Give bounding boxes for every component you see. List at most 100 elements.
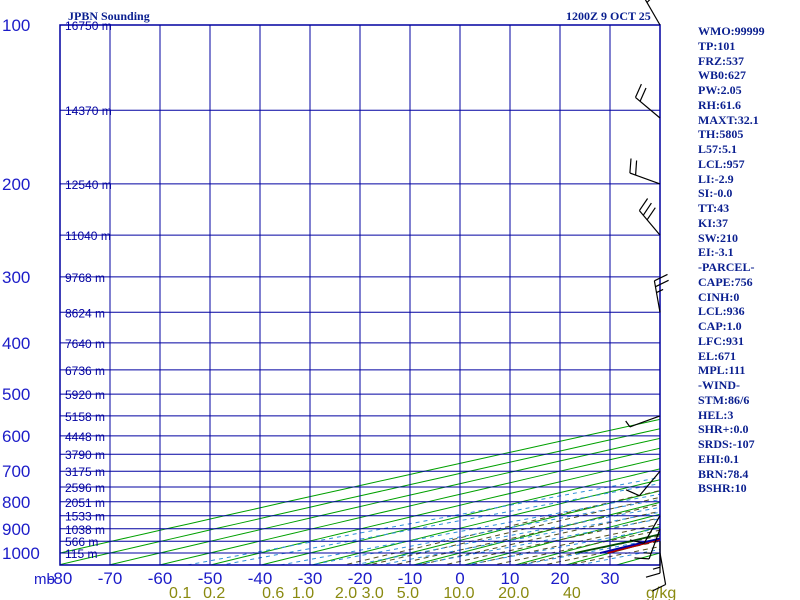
temperature-tick-label: -10 bbox=[398, 569, 423, 588]
sounding-index: SRDS:-107 bbox=[698, 437, 755, 451]
dry-adiabats bbox=[60, 25, 800, 566]
grid bbox=[59, 24, 661, 566]
dry-adiabat bbox=[60, 428, 660, 565]
sounding-index: L57:5.1 bbox=[698, 142, 737, 156]
wind-barb-half-flag bbox=[643, 552, 652, 554]
sounding-index: MAXT:32.1 bbox=[698, 112, 759, 127]
wind-barb-flag bbox=[654, 273, 668, 282]
sounding-indices-panel: WMO:99999 TP:101 FRZ:537 WB0:627 PW:2.05 RH:6… bbox=[698, 24, 765, 496]
height-label: 4448 m bbox=[65, 430, 105, 444]
wind-barb-half-flag bbox=[656, 288, 664, 294]
temperature-tick-label: 30 bbox=[601, 569, 620, 588]
wind-barb-half-flag bbox=[646, 0, 651, 3]
wind-barb-flag bbox=[638, 198, 649, 211]
wind-barb-flag bbox=[634, 83, 642, 98]
sounding-index: KI:37 bbox=[698, 215, 728, 230]
wind-barb bbox=[645, 541, 661, 578]
height-label: 115 m bbox=[65, 547, 97, 561]
wind-barb bbox=[625, 415, 661, 428]
sounding-index: TH:5805 bbox=[698, 127, 744, 142]
wind-barbs bbox=[625, 0, 669, 592]
height-label: 14370 m bbox=[65, 104, 112, 118]
sounding-index: EL:671 bbox=[698, 348, 737, 363]
temperature-tick-label: -20 bbox=[348, 569, 373, 588]
height-label: 1038 m bbox=[65, 523, 105, 537]
sounding-index: SW:210 bbox=[698, 230, 739, 245]
mixing-ratio-label: 3.0 bbox=[362, 585, 384, 600]
dry-adiabat bbox=[764, 25, 800, 566]
sounding-index: BRN:78.4 bbox=[698, 466, 749, 481]
height-label: 16750 m bbox=[65, 19, 112, 33]
height-label: 3790 m bbox=[65, 448, 105, 462]
sounding-index: SI:-0.0 bbox=[698, 186, 733, 201]
wind-barb-staff bbox=[643, 515, 661, 544]
pressure-tick-label: 1000 bbox=[2, 544, 40, 563]
sounding-index: LCL:936 bbox=[698, 304, 745, 319]
pressure-tick-label: 800 bbox=[2, 493, 30, 512]
sounding-index: CINH:0 bbox=[698, 289, 740, 304]
wind-barb bbox=[629, 158, 661, 185]
temperature-tick-label: 20 bbox=[551, 569, 570, 588]
wind-barb-staff bbox=[653, 280, 661, 313]
sounding-index: TT:43 bbox=[698, 201, 730, 215]
mixing-ratio-label: 1.0 bbox=[292, 585, 314, 600]
wind-barb-flag bbox=[629, 539, 645, 544]
wind-barb bbox=[634, 83, 661, 119]
sounding-index: EHI:0.1 bbox=[698, 451, 740, 466]
sounding-index: CAPE:756 bbox=[698, 274, 753, 289]
mixing-ratio-label: 40 bbox=[563, 585, 581, 600]
dry-adiabat bbox=[106, 437, 660, 565]
sounding-index: CAP:1.0 bbox=[698, 319, 742, 333]
sounding-series bbox=[574, 533, 660, 554]
moist-adiabats bbox=[347, 489, 660, 565]
chart-title: JPBN Sounding bbox=[68, 9, 150, 23]
wind-barb bbox=[629, 515, 661, 544]
wind-barb-flag bbox=[635, 160, 638, 176]
height-label: 11040 m bbox=[65, 229, 111, 243]
height-label: 5920 m bbox=[65, 388, 105, 402]
mixing-ratio-unit-label: g/kg bbox=[646, 585, 676, 600]
sounding-index: -WIND- bbox=[698, 378, 740, 392]
moist-adiabat bbox=[347, 489, 660, 565]
wind-barb-flag bbox=[634, 557, 650, 560]
wind-barb-flag bbox=[646, 207, 656, 221]
pressure-tick-label: 400 bbox=[2, 334, 30, 353]
pressure-tick-label: 500 bbox=[2, 385, 30, 404]
wind-barb-staff bbox=[659, 552, 667, 585]
moist-adiabat bbox=[422, 510, 660, 565]
sounding-index: FRZ:537 bbox=[698, 53, 744, 68]
height-label: 1533 m bbox=[65, 510, 105, 524]
wind-barb bbox=[625, 470, 661, 497]
sounding-index: STM:86/6 bbox=[698, 392, 750, 407]
sounding-index: EI:-3.1 bbox=[698, 245, 734, 260]
wind-barb-flag bbox=[639, 87, 647, 102]
moist-adiabat bbox=[372, 496, 660, 565]
mixing-ratio-label: 0.6 bbox=[262, 585, 284, 600]
height-label: 3175 m bbox=[65, 465, 105, 479]
pressure-tick-label: 100 bbox=[2, 16, 30, 35]
pressure-tick-label: 200 bbox=[2, 175, 30, 194]
wind-barb-flag bbox=[655, 279, 669, 288]
mixing-ratio-label: 0.2 bbox=[203, 585, 225, 600]
temperature-tick-label: -30 bbox=[298, 569, 323, 588]
wind-barb-staff bbox=[638, 210, 661, 236]
pressure-tick-label: 300 bbox=[2, 268, 30, 287]
pressure-tick-label: 600 bbox=[2, 427, 30, 446]
sounding-index: -PARCEL- bbox=[698, 260, 755, 274]
wind-barb-flag bbox=[652, 583, 666, 592]
height-label: 12540 m bbox=[65, 178, 112, 192]
wind-barb bbox=[638, 198, 661, 236]
sounding-index: HEL:3 bbox=[698, 407, 734, 422]
height-label: 8624 m bbox=[65, 306, 105, 320]
moist-adiabat bbox=[497, 529, 660, 565]
dry-adiabat bbox=[60, 418, 660, 554]
sounding-index: PW:2.05 bbox=[698, 83, 742, 97]
plot-frame bbox=[59, 24, 661, 566]
temperature-tick-label: -60 bbox=[148, 569, 173, 588]
mixing-ratio-label: 10.0 bbox=[443, 585, 474, 600]
mixing-ratio-label: 0.1 bbox=[169, 585, 191, 600]
wind-barb-flag bbox=[645, 572, 661, 578]
sounding-index: WB0:627 bbox=[698, 68, 746, 83]
wind-barb bbox=[634, 528, 661, 560]
